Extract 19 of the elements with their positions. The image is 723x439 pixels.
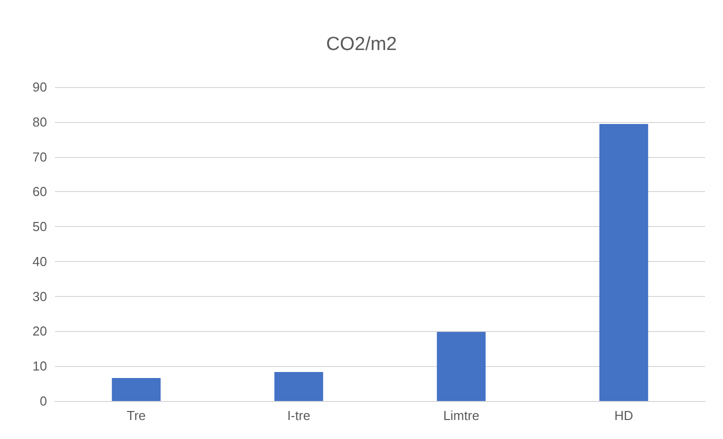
y-tick-label: 70: [32, 149, 47, 164]
y-tick-label: 20: [32, 324, 47, 339]
bar: [436, 332, 486, 401]
y-tick-label: 50: [32, 219, 47, 234]
bar: [599, 124, 648, 401]
x-tick-label: Tre: [126, 408, 146, 423]
y-tick-label: 80: [32, 114, 47, 130]
chart-title: CO2/m2: [326, 34, 397, 55]
y-tick-label: 90: [32, 80, 47, 94]
x-tick-label: Limtre: [443, 408, 480, 423]
y-tick-label: 60: [32, 184, 47, 200]
bar: [112, 378, 161, 401]
y-tick-label: 10: [32, 358, 47, 374]
y-tick-label: 30: [32, 288, 47, 304]
y-tick-label: 40: [32, 254, 47, 269]
x-tick-label: HD: [614, 408, 634, 423]
y-tick-label: 0: [40, 394, 47, 408]
x-tick-label: I-tre: [287, 408, 310, 423]
bar: [274, 372, 324, 401]
